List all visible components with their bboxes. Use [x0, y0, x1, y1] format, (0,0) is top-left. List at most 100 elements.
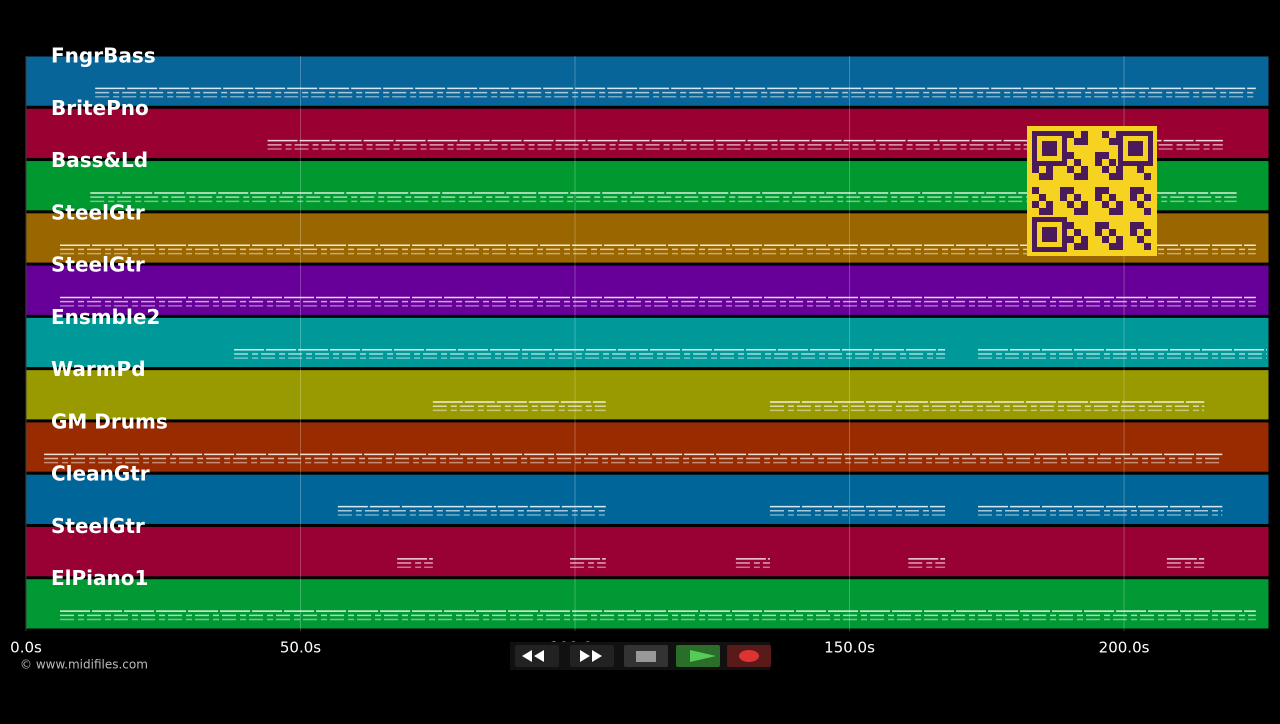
note-span — [978, 349, 1267, 359]
qr-cell — [1067, 201, 1074, 208]
qr-cell — [1102, 166, 1109, 173]
note-span — [397, 558, 433, 568]
play-icon — [690, 650, 716, 662]
track-name: Ensmble2 — [51, 305, 160, 329]
qr-cell — [1102, 201, 1109, 208]
note-span — [769, 505, 946, 516]
x-tick-label: 200.0s — [1099, 639, 1150, 657]
track-name: CleanGtr — [51, 462, 150, 486]
track-band — [25, 55, 1270, 107]
qr-cell — [1081, 138, 1088, 145]
qr-cell — [1067, 187, 1074, 194]
qr-cell — [1137, 222, 1144, 229]
qr-cell — [1095, 187, 1102, 194]
qr-cell — [1095, 152, 1102, 159]
stop-icon — [636, 651, 656, 662]
qr-cell — [1144, 243, 1151, 250]
track-name: WarmPd — [51, 357, 146, 381]
qr-cell — [1074, 138, 1081, 145]
qr-cell — [1039, 208, 1046, 215]
qr-finder — [1042, 141, 1057, 156]
note-span — [44, 453, 1223, 464]
qr-cell — [1102, 131, 1109, 138]
track-name: SteelGtr — [51, 514, 145, 538]
qr-cell — [1095, 159, 1102, 166]
qr-cell — [1081, 236, 1088, 243]
note-span — [337, 505, 606, 516]
track-band — [25, 316, 1270, 369]
qr-cell — [1109, 173, 1116, 180]
note-span — [1166, 558, 1205, 568]
qr-cell — [1074, 173, 1081, 180]
ff-icon — [580, 650, 602, 662]
qr-cell — [1137, 236, 1144, 243]
qr-cell — [1116, 243, 1123, 250]
qr-cell — [1095, 222, 1102, 229]
qr-cell — [1032, 201, 1039, 208]
track-name: FngrBass — [51, 44, 156, 68]
qr-cell — [1046, 208, 1053, 215]
qr-cell — [1095, 194, 1102, 201]
track-band — [25, 525, 1270, 578]
qr-cell — [1046, 173, 1053, 180]
qr-cell — [1067, 222, 1074, 229]
qr-cell — [1130, 194, 1137, 201]
qr-cell — [1116, 201, 1123, 208]
qr-cell — [1039, 194, 1046, 201]
qr-cell — [1039, 173, 1046, 180]
track-name: ElPiano1 — [51, 566, 148, 590]
qr-cell — [1060, 194, 1067, 201]
note-span — [570, 558, 606, 568]
qr-cell — [1109, 159, 1116, 166]
x-tick-label: 50.0s — [280, 639, 321, 657]
qr-cell — [1074, 243, 1081, 250]
note-span — [95, 87, 1256, 98]
note-span — [978, 505, 1223, 516]
qr-cell — [1081, 208, 1088, 215]
qr-finder — [1042, 227, 1057, 242]
rewind-icon — [522, 650, 544, 662]
qr-cell — [1081, 201, 1088, 208]
qr-cell — [1081, 243, 1088, 250]
note-span — [234, 349, 946, 359]
note-span — [735, 558, 770, 568]
note-span — [60, 296, 1256, 307]
qr-cell — [1109, 138, 1116, 145]
qr-cell — [1144, 173, 1151, 180]
qr-cell — [1102, 187, 1109, 194]
qr-cell — [1116, 208, 1123, 215]
qr-cell — [1095, 229, 1102, 236]
qr-cell — [1102, 236, 1109, 243]
qr-cell — [1074, 208, 1081, 215]
qr-cell — [1130, 222, 1137, 229]
qr-cell — [1067, 131, 1074, 138]
qr-cell — [1032, 187, 1039, 194]
qr-cell — [1046, 166, 1053, 173]
track-name: BritePno — [51, 96, 149, 120]
qr-cell — [1130, 187, 1137, 194]
qr-finder — [1128, 141, 1143, 156]
qr-cell — [1032, 166, 1039, 173]
qr-cell — [1102, 222, 1109, 229]
qr-code — [1027, 126, 1157, 256]
qr-cell — [1067, 152, 1074, 159]
qr-cell — [1137, 201, 1144, 208]
qr-cell — [1067, 236, 1074, 243]
track-band — [25, 578, 1270, 630]
x-tick-label: 150.0s — [824, 639, 875, 657]
note-span — [432, 401, 606, 412]
qr-cell — [1109, 229, 1116, 236]
copyright: © www.midifiles.com — [20, 658, 148, 672]
qr-cell — [1116, 173, 1123, 180]
qr-cell — [1102, 152, 1109, 159]
record-icon — [739, 650, 759, 662]
qr-cell — [1137, 187, 1144, 194]
track-name: SteelGtr — [51, 253, 145, 277]
qr-cell — [1074, 229, 1081, 236]
note-span — [60, 610, 1256, 621]
qr-cell — [1144, 208, 1151, 215]
qr-cell — [1081, 166, 1088, 173]
track-band — [25, 264, 1270, 316]
track-name: GM Drums — [51, 409, 168, 433]
